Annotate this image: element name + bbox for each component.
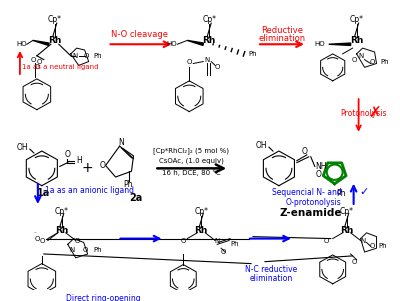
Text: Reductive: Reductive (261, 26, 303, 35)
Text: Sequencial N- and: Sequencial N- and (272, 188, 342, 197)
Text: N-O cleavage: N-O cleavage (111, 30, 168, 39)
Text: O: O (39, 237, 44, 244)
Text: 1a as an anionic ligand: 1a as an anionic ligand (45, 186, 134, 195)
Text: OH: OH (255, 141, 267, 150)
Text: Ph: Ph (378, 243, 387, 249)
Text: Cp*: Cp* (48, 15, 62, 24)
Text: HO: HO (314, 41, 325, 47)
Text: elimination: elimination (249, 275, 292, 284)
Text: Ph: Ph (93, 53, 102, 59)
Text: OH: OH (16, 143, 28, 152)
Polygon shape (33, 40, 49, 45)
Text: HO: HO (167, 41, 177, 47)
Text: CsOAc, (1.0 equiv): CsOAc, (1.0 equiv) (159, 157, 224, 164)
Text: elimination: elimination (258, 34, 306, 43)
Text: 16 h, DCE, 80 °C: 16 h, DCE, 80 °C (162, 169, 220, 175)
Text: N-C reductive: N-C reductive (245, 265, 297, 274)
Text: Rh: Rh (194, 226, 208, 235)
Text: O: O (352, 57, 357, 63)
Text: N: N (214, 237, 220, 244)
Text: O-protonolysis: O-protonolysis (286, 197, 342, 206)
Text: +: + (82, 161, 94, 175)
Text: Z-enamide: Z-enamide (280, 208, 342, 218)
Text: O: O (302, 147, 308, 156)
Text: Ph: Ph (231, 241, 239, 247)
Text: O: O (220, 249, 226, 255)
Text: Ph: Ph (249, 51, 257, 57)
Text: O: O (75, 237, 80, 244)
Text: [Cp*RhCl₂]₂ (5 mol %): [Cp*RhCl₂]₂ (5 mol %) (153, 148, 229, 154)
Polygon shape (187, 40, 204, 45)
Text: O: O (83, 247, 88, 253)
Text: Cp*: Cp* (55, 207, 69, 216)
Text: Cp*: Cp* (350, 15, 364, 24)
Text: 1a: 1a (37, 188, 50, 198)
Text: Rh: Rh (350, 36, 363, 45)
Polygon shape (329, 43, 351, 45)
Text: O: O (84, 53, 89, 59)
Text: O: O (316, 170, 322, 178)
Text: ✓: ✓ (359, 188, 368, 197)
Text: Ph: Ph (93, 247, 102, 253)
Text: Ph: Ph (123, 180, 132, 189)
Text: O: O (324, 237, 330, 244)
Text: N: N (204, 57, 210, 63)
Text: Rh: Rh (48, 36, 62, 45)
Text: Rh: Rh (55, 226, 68, 235)
Text: N: N (119, 138, 124, 147)
Text: HO: HO (16, 41, 27, 47)
Text: Protonolysis: Protonolysis (341, 109, 387, 118)
Text: O: O (352, 259, 357, 265)
Text: Direct ring-opening: Direct ring-opening (66, 294, 140, 301)
Text: O: O (34, 64, 40, 70)
Text: O: O (36, 59, 42, 65)
Text: O: O (370, 59, 375, 65)
Text: ✗: ✗ (368, 106, 381, 121)
Text: N: N (72, 53, 77, 59)
Text: NH: NH (315, 162, 326, 171)
Text: Cp*: Cp* (194, 207, 208, 216)
Text: Ph: Ph (380, 59, 389, 65)
Text: Rh: Rh (340, 226, 353, 235)
Text: O: O (214, 64, 220, 70)
Text: Rh: Rh (202, 36, 216, 45)
Text: 1a as a neutral ligand: 1a as a neutral ligand (22, 64, 98, 70)
Text: N: N (358, 53, 363, 59)
Text: 2a: 2a (129, 193, 142, 203)
Text: O: O (100, 161, 106, 170)
Text: O: O (180, 237, 186, 244)
Text: N: N (69, 247, 74, 253)
Text: H: H (77, 156, 82, 165)
Text: N: N (360, 237, 365, 244)
Text: O: O (30, 57, 36, 63)
Text: O: O (34, 236, 40, 242)
Text: Cp*: Cp* (202, 15, 216, 24)
Text: Ph: Ph (336, 189, 346, 198)
Text: O: O (65, 150, 71, 160)
Text: O: O (186, 59, 192, 65)
Text: O: O (370, 243, 375, 249)
Text: ⁻: ⁻ (34, 232, 37, 237)
Text: Cp*: Cp* (340, 207, 354, 216)
